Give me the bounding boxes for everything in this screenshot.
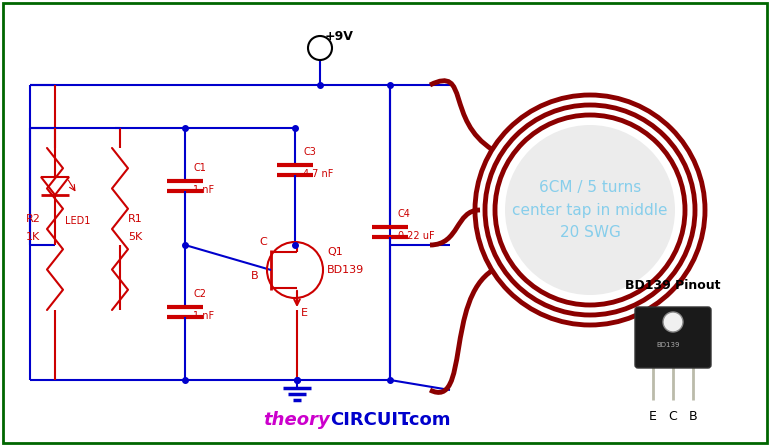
Text: Q1: Q1 <box>327 247 343 257</box>
Text: C: C <box>259 237 267 247</box>
Text: B: B <box>688 410 698 423</box>
Text: BD139: BD139 <box>327 265 364 275</box>
Text: C3: C3 <box>303 147 316 157</box>
Text: 1K: 1K <box>26 232 40 242</box>
Text: theory: theory <box>263 411 330 429</box>
Text: E: E <box>301 308 308 318</box>
Text: LED1: LED1 <box>65 216 90 226</box>
Text: 1 nF: 1 nF <box>193 311 214 321</box>
Text: 4.7 nF: 4.7 nF <box>303 169 333 179</box>
Circle shape <box>505 125 675 295</box>
Text: C1: C1 <box>193 163 206 173</box>
Text: BD139 Pinout: BD139 Pinout <box>625 279 721 292</box>
Text: +9V: +9V <box>325 30 354 43</box>
Text: R1: R1 <box>128 214 142 224</box>
Circle shape <box>663 312 683 332</box>
Text: C: C <box>668 410 678 423</box>
Text: B: B <box>251 271 259 281</box>
Text: 0.22 uF: 0.22 uF <box>398 231 434 241</box>
Text: C4: C4 <box>398 209 411 219</box>
Text: BD139: BD139 <box>656 342 680 348</box>
Text: E: E <box>649 410 657 423</box>
Text: 5K: 5K <box>128 232 142 242</box>
Text: R2: R2 <box>25 214 41 224</box>
Text: C2: C2 <box>193 289 206 299</box>
Text: 1 nF: 1 nF <box>193 185 214 195</box>
Text: .com: .com <box>402 411 450 429</box>
Text: 6CM / 5 turns
center tap in middle
20 SWG: 6CM / 5 turns center tap in middle 20 SW… <box>512 180 668 240</box>
FancyBboxPatch shape <box>635 307 711 368</box>
Text: CIRCUIT: CIRCUIT <box>330 411 410 429</box>
